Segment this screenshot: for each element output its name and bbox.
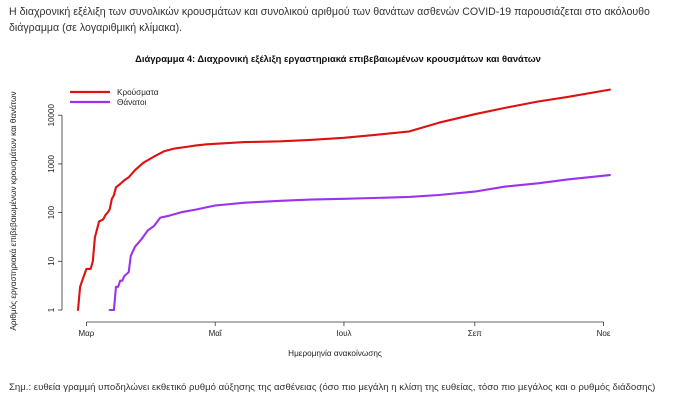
x-tick-label: Ιουλ — [336, 329, 351, 338]
y-tick-label: 10 — [47, 256, 56, 265]
legend-label-2: Θάνατοι — [117, 98, 147, 107]
y-axis-title: Αριθμός εργαστηριακά επιβεβαιωμένων κρου… — [9, 91, 18, 330]
x-axis-title: Ημερομηνία ανακοίνωσης — [288, 349, 382, 358]
series-line-2 — [108, 174, 611, 312]
line-chart: 1 10 100 1000 10000 Μαρ Μαΐ Ιουλ Σεπ Νοε Κρούσματ… — [9, 88, 611, 358]
chart-title: Διάγραμμα 4: Διαχρονική εξέλιξη εργαστηρ… — [135, 53, 541, 64]
axes: 1 10 100 1000 10000 Μαρ Μαΐ Ιουλ Σεπ Νοε — [47, 104, 611, 338]
y-tick-label: 1000 — [47, 154, 56, 172]
legend-label-1: Κρούσματα — [117, 88, 159, 97]
series-layer — [76, 88, 611, 312]
x-tick-label: Σεπ — [468, 329, 483, 338]
x-tick-label: Νοε — [597, 329, 611, 338]
y-tick-label: 100 — [47, 205, 56, 219]
y-tick-label: 1 — [47, 307, 56, 312]
intro-paragraph: Η διαχρονική εξέλιξη των συνολικών κρουσ… — [9, 6, 650, 34]
x-tick-label: Μαρ — [79, 329, 95, 338]
x-tick-label: Μαΐ — [209, 329, 223, 338]
series-line-1 — [76, 88, 611, 312]
footnote: Σημ.: ευθεία γραμμή υποδηλώνει εκθετικό … — [9, 382, 656, 393]
y-tick-label: 10000 — [47, 104, 56, 127]
